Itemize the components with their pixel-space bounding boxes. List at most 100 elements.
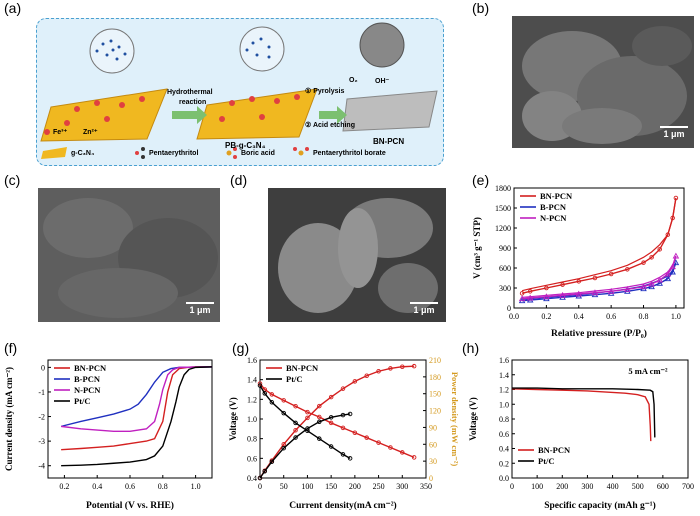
- y2-tick-label-g: 210: [429, 356, 441, 365]
- data-point-e: [526, 294, 534, 301]
- y-tick-label-f: 0: [41, 363, 45, 372]
- x-axis-label-e: Relative pressure (P/P₀): [551, 328, 647, 339]
- scheme-zn-label: Zn²⁺: [83, 129, 98, 136]
- data-point-e: [672, 252, 680, 259]
- arrow-step-1: [172, 106, 207, 124]
- y-axis-label-g: Voltage (V): [228, 397, 238, 440]
- y2-tick-label-g: 30: [429, 457, 437, 466]
- data-point-g: [364, 373, 369, 378]
- x-tick-label-g: 150: [325, 482, 337, 491]
- data-point-e: [519, 291, 525, 296]
- data-point-g: [376, 440, 381, 445]
- data-point-e: [669, 263, 676, 270]
- scalebar-b: 1 μm: [660, 126, 688, 139]
- scheme-step2-b: ② Acid etching: [305, 122, 355, 129]
- data-point-g: [293, 420, 298, 426]
- y2-tick-label-g: 150: [429, 390, 441, 399]
- panel-label-g: (g): [232, 340, 250, 356]
- data-point-g: [281, 445, 286, 451]
- data-point-e: [527, 289, 533, 294]
- data-point-g: [317, 419, 322, 425]
- x-tick-label-g: 0: [258, 482, 262, 491]
- x-tick-label-e: 0.2: [541, 312, 551, 321]
- x-tick-label-h: 400: [607, 482, 619, 491]
- data-point-g: [257, 381, 263, 386]
- x-tick-label-f: 0.8: [158, 482, 168, 491]
- panel-label-e: (e): [472, 172, 490, 188]
- x-tick-label-e: 0.6: [606, 312, 616, 321]
- data-point-g: [281, 410, 286, 416]
- data-point-g: [388, 445, 393, 450]
- x-tick-label-f: 0.4: [92, 482, 102, 491]
- panel-label-a: (a): [4, 0, 22, 16]
- data-point-g: [293, 427, 298, 433]
- data-point-g: [317, 436, 322, 441]
- data-point-g: [305, 426, 310, 431]
- panel-label-b: (b): [472, 0, 490, 16]
- data-point-e: [518, 295, 526, 302]
- chart-f: 0.2 0.4 0.6 0.8 1.0 -4 -3 -2 -1 0 Potential (V vs.…: [4, 359, 213, 511]
- data-point-g: [328, 394, 334, 400]
- x-tick-label-e: 0.8: [639, 312, 649, 321]
- series-line-e-2: [522, 255, 677, 300]
- scalebar-d-label: 1 μm: [413, 305, 435, 315]
- data-point-e: [559, 291, 566, 298]
- chart-e: 0.0 0.2 0.4 0.6 0.8 1.0 0 300 600 900 1200 1500 1800…: [472, 184, 685, 339]
- legend-label-g: Pt/C: [286, 374, 303, 384]
- x-tick-label-f: 0.6: [125, 482, 135, 491]
- panel-label-c: (c): [4, 172, 21, 188]
- legend-label-f: BN-PCN: [74, 363, 107, 373]
- legend-gcn-label: g-C₃N₄: [71, 150, 95, 157]
- legend-borate-label: Pentaerythritol borate: [313, 150, 386, 157]
- y-tick-label-h: 1.2: [499, 386, 509, 395]
- y-tick-label-g: 0.4: [247, 474, 257, 483]
- chart-annotation-h: 5 mA cm⁻²: [628, 366, 668, 376]
- data-point-e: [656, 276, 663, 283]
- data-point-g: [293, 403, 298, 409]
- scalebar-c: 1 μm: [186, 302, 214, 315]
- sem-image-b: 1 μm: [512, 16, 694, 148]
- series-line-f-3: [61, 366, 213, 467]
- data-point-g: [347, 456, 353, 461]
- x-tick-label-h: 0: [510, 482, 514, 491]
- series-line-f-2: [61, 366, 213, 432]
- y-tick-label-g: 0.8: [247, 435, 257, 444]
- sem-texture-b: [512, 16, 694, 148]
- x-tick-label-f: 0.2: [59, 482, 69, 491]
- legend-borate-icon: [293, 147, 309, 156]
- data-point-g: [352, 430, 358, 436]
- y2-tick-label-g: 60: [429, 440, 437, 449]
- y-axis-label-f: Current density (mA cm⁻²): [4, 367, 14, 471]
- scheme-o2-label: O₂: [349, 77, 358, 84]
- y-tick-label-g: 1.6: [247, 356, 257, 365]
- data-point-e: [576, 279, 582, 284]
- y-tick-label-h: 0.4: [499, 445, 509, 454]
- x-tick-label-h: 700: [682, 482, 694, 491]
- data-point-g: [257, 475, 263, 481]
- data-point-g: [364, 435, 369, 440]
- legend-label-h: BN-PCN: [538, 445, 571, 455]
- fe-dot-icon: [44, 129, 50, 135]
- data-point-g: [328, 420, 334, 426]
- data-point-e: [607, 287, 615, 294]
- x-tick-label-g: 300: [396, 482, 408, 491]
- data-point-g: [340, 412, 346, 418]
- data-point-g: [352, 379, 358, 384]
- legend-label-e: BN-PCN: [540, 191, 573, 201]
- series-line-g-2: [259, 385, 351, 459]
- panel-label-h: (h): [462, 340, 480, 356]
- scheme-step2-a: ① Pyrolysis: [305, 88, 345, 95]
- data-point-e: [664, 270, 672, 277]
- scheme-product-1: PB-g-C₃N₄: [225, 141, 266, 150]
- data-point-g: [340, 425, 346, 431]
- data-point-e: [560, 282, 565, 287]
- data-point-g: [269, 392, 275, 397]
- y-tick-label-h: 0.6: [499, 430, 509, 439]
- zoom-circle-3: [359, 22, 405, 68]
- scalebar-d: 1 μm: [410, 302, 438, 315]
- x-tick-label-h: 600: [657, 482, 669, 491]
- series-line-g-0: [259, 383, 415, 458]
- legend-label-f: B-PCN: [74, 374, 101, 384]
- y-axis-label-e: V (cm³ g⁻¹ STP): [472, 217, 482, 279]
- data-point-g: [340, 386, 346, 391]
